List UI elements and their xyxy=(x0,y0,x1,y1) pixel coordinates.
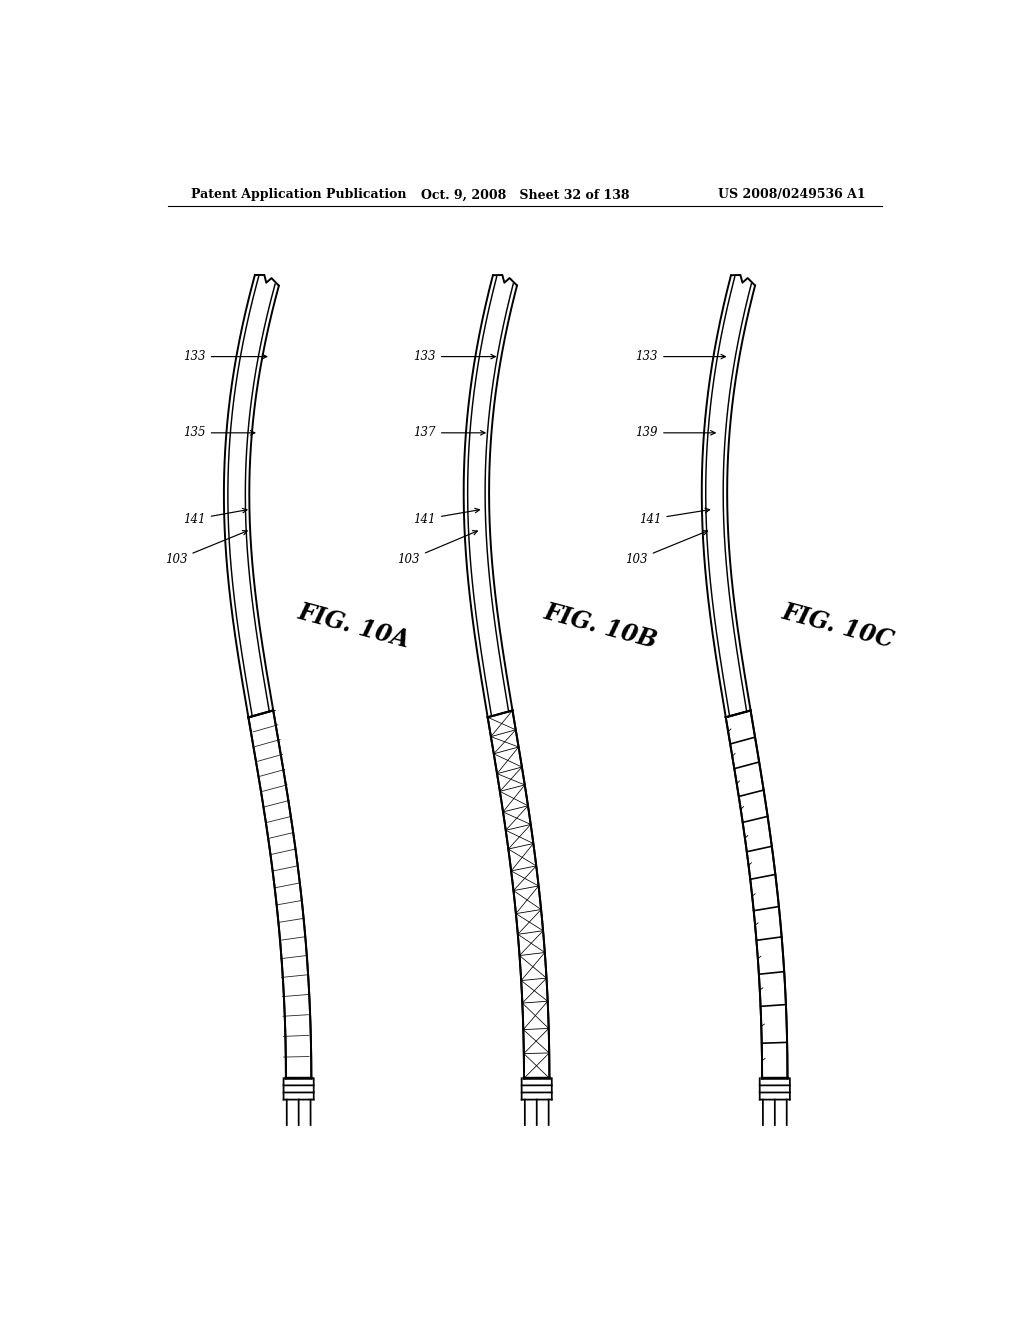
Text: 133: 133 xyxy=(636,350,725,363)
Text: FIG. 10C: FIG. 10C xyxy=(779,599,897,652)
Text: 103: 103 xyxy=(165,531,247,566)
Text: 103: 103 xyxy=(626,531,708,566)
Text: 141: 141 xyxy=(414,508,479,525)
Text: Oct. 9, 2008   Sheet 32 of 138: Oct. 9, 2008 Sheet 32 of 138 xyxy=(421,189,629,202)
Text: 133: 133 xyxy=(414,350,496,363)
Text: 139: 139 xyxy=(636,426,715,440)
Text: 137: 137 xyxy=(414,426,485,440)
Text: 133: 133 xyxy=(183,350,266,363)
Text: FIG. 10B: FIG. 10B xyxy=(541,599,659,652)
Text: 141: 141 xyxy=(639,508,710,525)
Text: 135: 135 xyxy=(183,426,255,440)
Text: 141: 141 xyxy=(183,508,247,525)
Text: 103: 103 xyxy=(397,531,477,566)
Text: US 2008/0249536 A1: US 2008/0249536 A1 xyxy=(719,189,866,202)
Text: Patent Application Publication: Patent Application Publication xyxy=(191,189,407,202)
Text: FIG. 10A: FIG. 10A xyxy=(296,599,413,652)
